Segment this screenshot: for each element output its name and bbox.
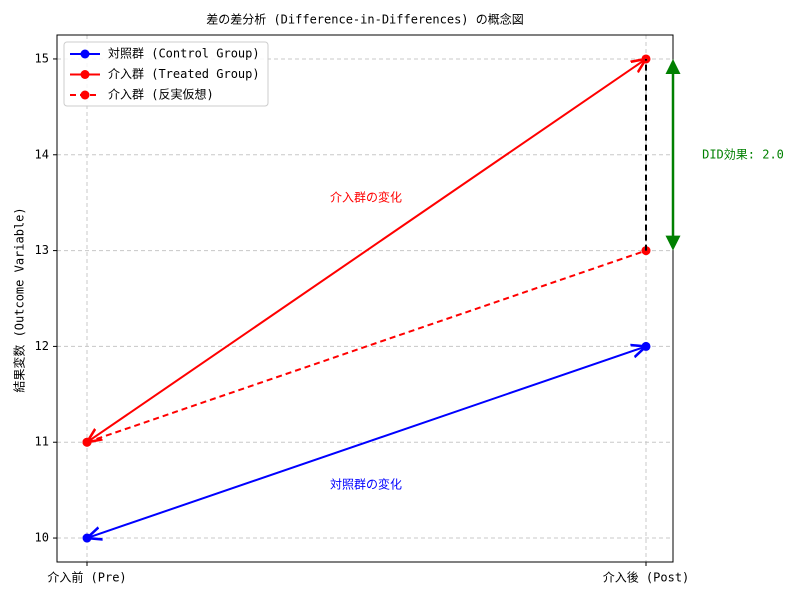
legend: 対照群 (Control Group) 介入群 (Treated Group) 介入… bbox=[63, 41, 269, 107]
x-tick-label: 介入前 (Pre) bbox=[47, 570, 126, 585]
series-line bbox=[86, 249, 647, 444]
y-tick-label: 15 bbox=[35, 51, 49, 65]
annotation: DID効果: 2.0 bbox=[702, 147, 784, 162]
y-tick-label: 12 bbox=[35, 339, 49, 353]
point bbox=[82, 437, 92, 447]
point bbox=[641, 341, 651, 351]
point bbox=[82, 533, 92, 543]
y-tick-label: 14 bbox=[35, 147, 49, 161]
legend-marker bbox=[80, 90, 90, 100]
annotation: 介入群の変化 bbox=[330, 190, 402, 205]
y-tick-label: 10 bbox=[35, 531, 49, 545]
legend-box bbox=[63, 41, 269, 107]
chart-title: 差の差分析 (Difference-in-Differences) の概念図 bbox=[206, 12, 524, 27]
series-line bbox=[87, 59, 646, 442]
legend-label: 介入群 (反実仮想) bbox=[108, 87, 214, 102]
legend-label: 介入群 (Treated Group) bbox=[108, 67, 260, 81]
y-tick-label: 11 bbox=[35, 435, 49, 449]
y-tick-label: 13 bbox=[35, 243, 49, 257]
legend-label: 対照群 (Control Group) bbox=[108, 47, 260, 61]
legend-marker bbox=[80, 70, 90, 79]
annotation: 対照群の変化 bbox=[330, 477, 402, 492]
x-tick-label: 介入後 (Post) bbox=[603, 571, 690, 585]
y-axis-label: 結果変数 (Outcome Variable) bbox=[12, 207, 27, 392]
plot-frame bbox=[56, 34, 674, 563]
legend-marker bbox=[80, 49, 90, 59]
